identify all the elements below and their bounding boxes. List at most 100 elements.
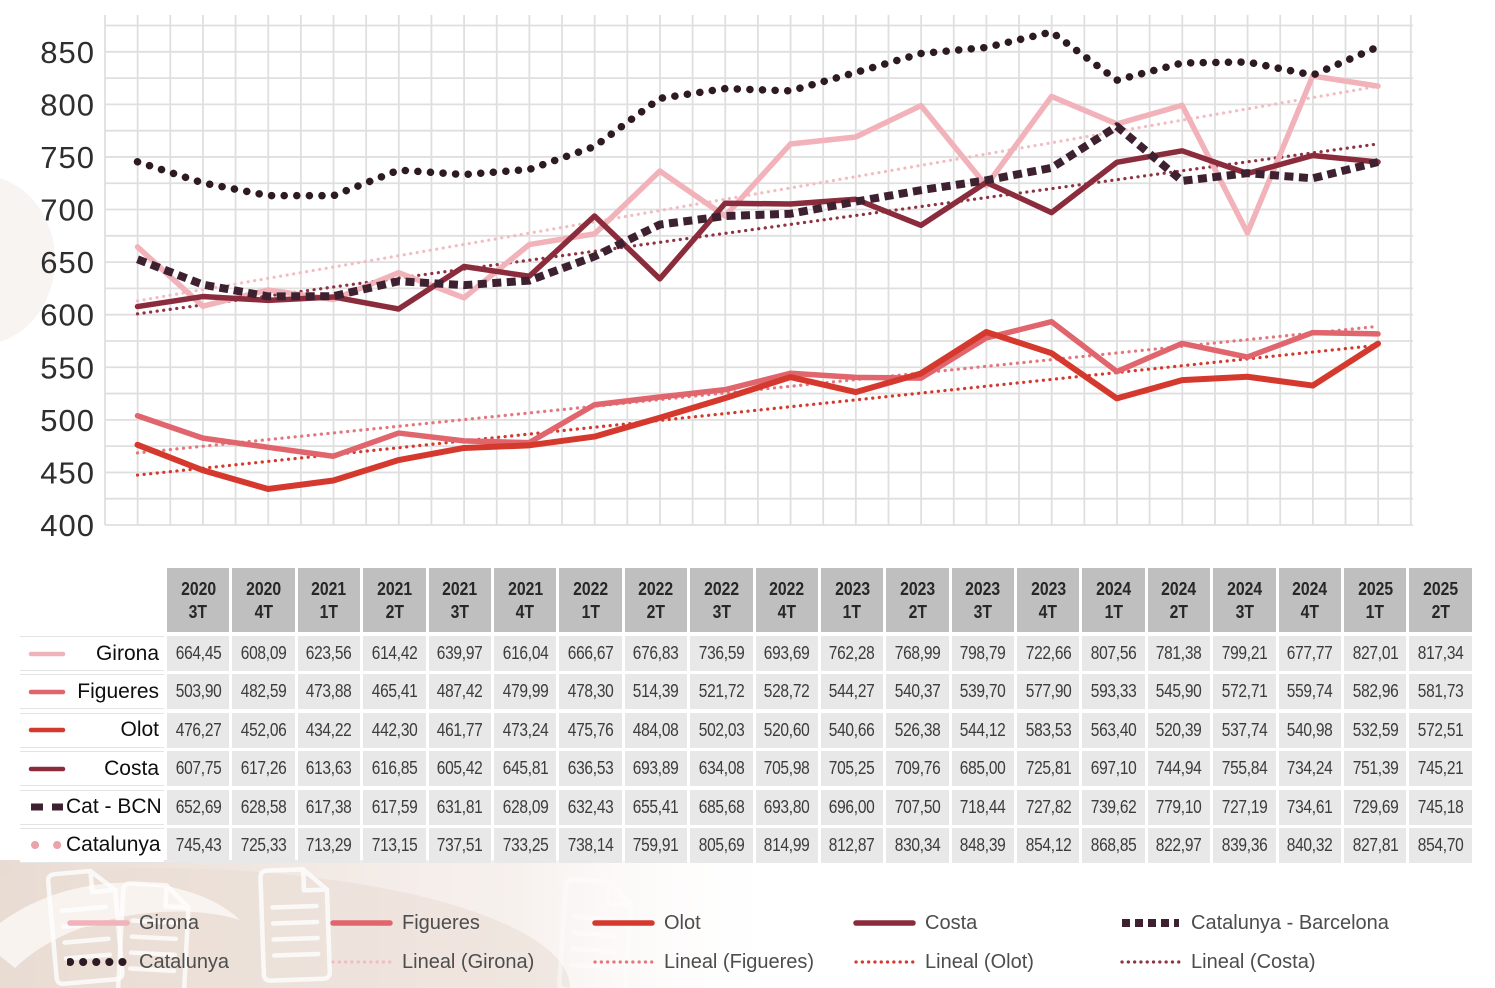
table-cell-value: 685,00 [959,758,1006,779]
table-header-cell: 2025 1T [1344,568,1407,632]
table-header-cell: 2025 2T [1409,568,1472,632]
table-cell: 540,37 [886,674,949,710]
table-cell: 848,39 [951,827,1015,863]
y-axis-tick-label: 450 [40,455,95,490]
table-cell-value: 616,04 [502,643,549,663]
header-year: 2020 [180,578,216,599]
table-cell: 475,76 [559,712,622,748]
table-header-cell: 2020 4T [232,568,295,632]
table-cell-value: 713,15 [371,834,418,855]
table-cell: 645,81 [493,751,557,787]
table-cell: 537,74 [1213,712,1276,748]
table-cell: 461,77 [428,712,491,748]
table-cell-value: 666,67 [567,643,614,663]
table-cell-value: 577,90 [1025,681,1072,702]
table-cell-value: 613,63 [306,758,352,779]
header-quarter: 2T [646,601,666,622]
table-cell-value: 631,81 [436,796,483,817]
table-cell-value: 745,43 [175,834,222,855]
table-cell-value: 705,25 [829,758,876,779]
table-cell-value: 734,61 [1286,796,1333,817]
table-cell-value: 540,66 [829,719,876,740]
table-header-cell: 2022 3T [690,568,753,632]
table-cell-value: 475,76 [567,719,614,740]
table-cell: 593,33 [1082,674,1145,710]
table-cell-value: 484,08 [633,719,679,740]
header-year: 2023 [1030,578,1066,599]
header-year: 2025 [1357,578,1393,599]
series-swatch-icon [330,920,393,926]
table-cell-value: 822,97 [1156,834,1202,855]
table-row-label: Catalunya [20,827,164,863]
header-year: 2022 [769,578,805,599]
table-cell-value: 713,29 [306,834,352,855]
table-cell: 632,43 [559,789,622,825]
series-swatch-icon [854,960,915,964]
legend-label: Lineal (Figueres) [664,950,815,973]
table-cell: 722,66 [1017,636,1080,671]
row-label-text: Costa [104,756,159,780]
table-cell-value: 664,45 [175,643,222,663]
table-cell: 745,21 [1409,751,1472,787]
table-cell: 484,08 [624,712,688,748]
table-cell-value: 734,24 [1286,758,1333,779]
table-cell: 628,58 [232,789,295,825]
legend-item-lineal-figueres: Lineal (Figueres) [592,950,814,974]
table-cell: 713,29 [297,827,361,863]
watermark-blob [0,178,55,342]
table-cell: 733,25 [493,827,557,863]
table-cell-value: 487,42 [436,681,483,702]
table-cell: 807,56 [1082,636,1145,671]
table-cell: 798,79 [951,636,1015,671]
table-cell-value: 628,58 [240,796,287,817]
table-cell: 705,98 [755,751,818,787]
watermark-highlight [0,882,240,968]
row-label-text: Catalunya [66,833,161,857]
table-cell: 799,21 [1213,636,1276,671]
legend-item-lineal-costa: Lineal (Costa) [1119,950,1316,974]
header-quarter: 4T [254,601,273,622]
table-cell-value: 465,41 [371,681,418,702]
table-row: Figueres 503,90 482,59 473,88 465,41 487,42 47… [20,674,1475,710]
table-cell: 532,59 [1344,712,1407,748]
table-cell: 868,85 [1082,827,1145,863]
chart-grid [104,15,1413,526]
trendline-lineal-costa [135,142,1380,316]
header-quarter: 1T [1104,601,1123,622]
table-header-cell: 2023 3T [951,568,1015,632]
table-cell: 727,19 [1213,789,1276,825]
header-quarter: 3T [1235,601,1254,622]
table-cell-value: 814,99 [763,834,810,855]
series-swatch-icon [28,651,66,656]
table-cell-value: 755,84 [1221,758,1268,779]
table-cell-value: 607,75 [175,758,222,779]
table-cell: 812,87 [820,827,884,863]
legend-label: Lineal (Costa) [1191,950,1316,973]
table-cell: 617,59 [363,789,426,825]
table-row: Cat - BCN 652,69 628,58 617,38 617,59 631,81 6… [20,789,1475,825]
table-cell-value: 827,01 [1352,643,1399,663]
series-swatch-icon [331,960,392,964]
series-line-figueres [134,318,1381,459]
row-label-text: Figueres [77,679,159,703]
table-cell: 759,91 [624,827,688,863]
table-header-cell: 2024 1T [1082,568,1145,632]
table-cell-value: 737,51 [436,834,483,855]
table-cell-value: 581,73 [1417,681,1464,702]
table-cell-value: 617,59 [371,796,418,817]
table-cell-value: 544,27 [829,681,876,702]
table-header-cell: 2020 3T [167,568,230,632]
table-cell: 693,89 [624,751,688,787]
table-cell: 544,12 [951,712,1015,748]
table-cell-value: 544,12 [959,719,1006,740]
table-cell: 725,81 [1017,751,1080,787]
header-year: 2021 [442,578,478,599]
table-cell: 582,96 [1344,674,1407,710]
table-cell: 520,60 [755,712,818,748]
table-cell-value: 854,12 [1025,834,1072,855]
legend-label: Catalunya [139,950,230,973]
table-cell-value: 503,90 [175,681,222,702]
table-cell: 805,69 [690,827,753,863]
table-header-cell: 2021 1T [297,568,361,632]
